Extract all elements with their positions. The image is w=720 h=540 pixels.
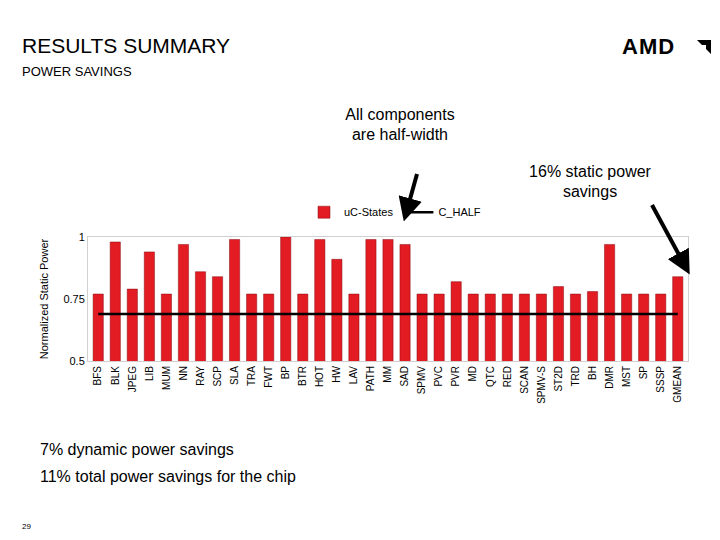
svg-text:GMEAN: GMEAN bbox=[672, 366, 683, 403]
svg-text:PATH: PATH bbox=[365, 366, 376, 391]
svg-text:PVC: PVC bbox=[433, 366, 444, 387]
svg-text:MST: MST bbox=[621, 366, 632, 387]
svg-text:TRD: TRD bbox=[570, 366, 581, 387]
svg-text:C_HALF: C_HALF bbox=[438, 206, 480, 218]
svg-text:DMR: DMR bbox=[604, 366, 615, 389]
svg-text:BP: BP bbox=[280, 366, 291, 380]
svg-text:JPEG: JPEG bbox=[127, 366, 138, 392]
svg-text:SLA: SLA bbox=[229, 366, 240, 385]
html-text:RESULTS SUMMARY: RESULTS SUMMARY bbox=[22, 34, 231, 57]
html-text:16% static power savings: 16% static power savings bbox=[529, 163, 651, 200]
svg-text:QTC: QTC bbox=[485, 366, 496, 387]
svg-text:PVR: PVR bbox=[450, 366, 461, 387]
svg-text:FWT: FWT bbox=[263, 366, 274, 388]
svg-text:MUM: MUM bbox=[161, 366, 172, 390]
svg-text:MD: MD bbox=[467, 366, 478, 382]
svg-text:0.5: 0.5 bbox=[70, 355, 85, 367]
svg-text:BFS: BFS bbox=[92, 366, 103, 386]
svg-text:1: 1 bbox=[79, 231, 85, 243]
svg-text:RAY: RAY bbox=[195, 366, 206, 386]
html-text:POWER SAVINGS: POWER SAVINGS bbox=[22, 64, 132, 79]
svg-text:RED: RED bbox=[502, 366, 513, 387]
svg-text:0.75: 0.75 bbox=[63, 293, 84, 305]
svg-text:SCAN: SCAN bbox=[519, 366, 530, 394]
html-text:All components are half-width: All components are half-width bbox=[345, 106, 455, 143]
svg-text:Normalized Static Power: Normalized Static Power bbox=[38, 238, 50, 359]
html-text:AMD: AMD bbox=[622, 34, 676, 59]
html-text:7% dynamic power savings: 7% dynamic power savings bbox=[40, 441, 234, 458]
svg-text:NN: NN bbox=[178, 366, 189, 380]
svg-text:BLK: BLK bbox=[110, 366, 121, 385]
svg-text:HW: HW bbox=[331, 365, 342, 382]
svg-text:HOT: HOT bbox=[314, 366, 325, 387]
svg-text:BH: BH bbox=[587, 366, 598, 380]
svg-text:SCP: SCP bbox=[212, 366, 223, 387]
svg-text:SAD: SAD bbox=[399, 366, 410, 387]
svg-text:uC-States: uC-States bbox=[344, 206, 393, 218]
svg-text:SP: SP bbox=[638, 366, 649, 380]
svg-text:LAV: LAV bbox=[348, 366, 359, 384]
svg-text:MM: MM bbox=[382, 366, 393, 383]
html-text:11% total power savings for th: 11% total power savings for the chip bbox=[40, 468, 296, 485]
html-text:29: 29 bbox=[22, 522, 31, 531]
svg-text:BTR: BTR bbox=[297, 366, 308, 386]
svg-text:ST2D: ST2D bbox=[553, 366, 564, 392]
svg-text:LIB: LIB bbox=[144, 366, 155, 381]
svg-text:SSSP: SSSP bbox=[655, 366, 666, 393]
svg-text:TRA: TRA bbox=[246, 366, 257, 386]
svg-text:SPMV-S: SPMV-S bbox=[536, 366, 547, 404]
svg-text:SPMV: SPMV bbox=[416, 366, 427, 395]
